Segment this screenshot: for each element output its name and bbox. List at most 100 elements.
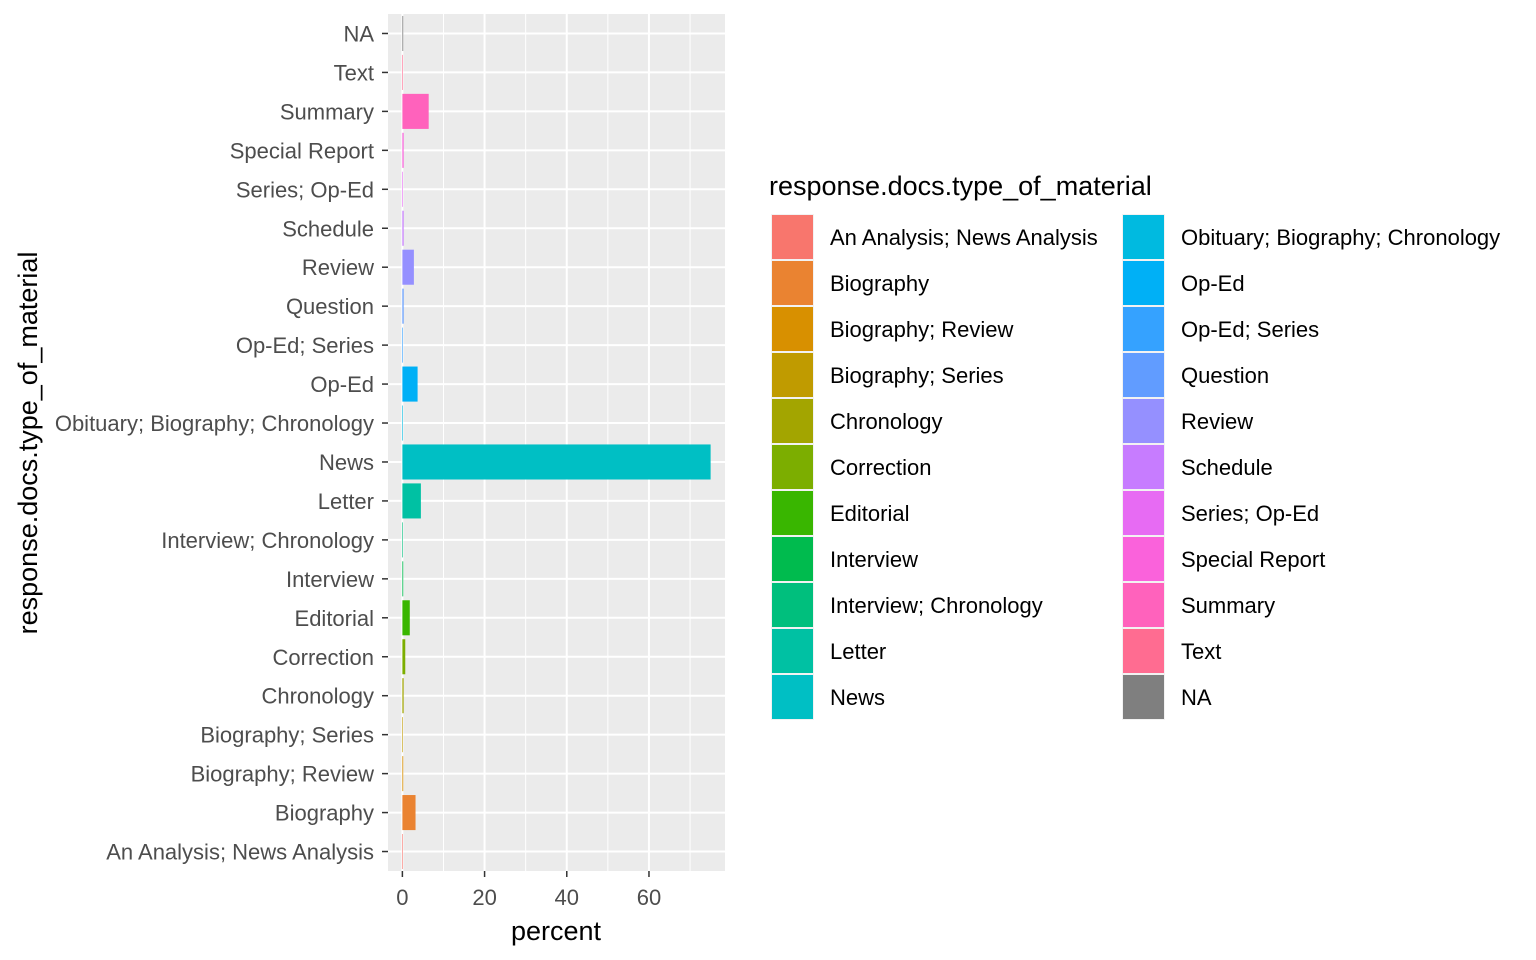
y-tick-label: Interview; Chronology bbox=[161, 528, 374, 553]
y-tick-label: Review bbox=[302, 255, 374, 280]
y-tick-label: Summary bbox=[280, 99, 374, 124]
legend-swatch-an-analysis-news-analysis bbox=[772, 215, 813, 259]
legend-label: Biography; Series bbox=[830, 363, 1004, 388]
legend-label: Summary bbox=[1181, 593, 1275, 618]
legend-swatch-correction bbox=[772, 445, 813, 489]
y-tick-label: Chronology bbox=[261, 684, 374, 709]
legend-label: Op-Ed; Series bbox=[1181, 317, 1319, 342]
bar-biography-review bbox=[402, 756, 404, 792]
y-tick-label: Editorial bbox=[295, 606, 374, 631]
legend-label: Obituary; Biography; Chronology bbox=[1181, 225, 1500, 250]
legend-label: Text bbox=[1181, 639, 1221, 664]
x-axis-title: percent bbox=[511, 916, 602, 946]
bar-schedule bbox=[402, 210, 404, 246]
legend-swatch-editorial bbox=[772, 491, 813, 535]
y-axis-title: response.docs.type_of_material bbox=[13, 252, 43, 635]
bar-question bbox=[402, 288, 404, 324]
bar-review bbox=[402, 249, 414, 285]
x-axis: 0 20 40 60 bbox=[396, 871, 661, 910]
legend-swatch-op-ed bbox=[1123, 261, 1164, 305]
legend-swatch-text bbox=[1123, 629, 1164, 673]
legend-swatch-series-op-ed bbox=[1123, 491, 1164, 535]
x-tick-label: 20 bbox=[472, 885, 496, 910]
legend-label: Series; Op-Ed bbox=[1181, 501, 1319, 526]
legend-label: Special Report bbox=[1181, 547, 1325, 572]
legend-label: Biography; Review bbox=[830, 317, 1014, 342]
legend-swatch-chronology bbox=[772, 399, 813, 443]
legend-swatch-interview bbox=[772, 537, 813, 581]
y-tick-label: Schedule bbox=[282, 216, 374, 241]
y-tick-label: NA bbox=[343, 21, 374, 46]
legend-swatch-review bbox=[1123, 399, 1164, 443]
bar-letter bbox=[402, 483, 421, 519]
legend-label: NA bbox=[1181, 685, 1212, 710]
x-tick-label: 40 bbox=[555, 885, 579, 910]
bar-editorial bbox=[402, 600, 410, 636]
legend-swatch-op-ed-series bbox=[1123, 307, 1164, 351]
bar-op-ed-series bbox=[402, 327, 403, 363]
legend-label: Editorial bbox=[830, 501, 909, 526]
legend-title: response.docs.type_of_material bbox=[769, 171, 1152, 201]
y-tick-label: Correction bbox=[273, 645, 374, 670]
bar-op-ed bbox=[402, 366, 418, 402]
bars bbox=[402, 15, 711, 870]
legend-swatch-letter bbox=[772, 629, 813, 673]
legend-label: Review bbox=[1181, 409, 1253, 434]
legend-label: Op-Ed bbox=[1181, 271, 1245, 296]
y-tick-label: An Analysis; News Analysis bbox=[106, 840, 374, 865]
bar-an-analysis-news-analysis bbox=[402, 833, 403, 870]
bar-na bbox=[402, 15, 404, 52]
legend-label: Schedule bbox=[1181, 455, 1273, 480]
legend-swatch-obituary-biography-chronology bbox=[1123, 215, 1164, 259]
y-tick-label: Question bbox=[286, 294, 374, 319]
legend-label: Interview bbox=[830, 547, 918, 572]
grid-minor bbox=[442, 14, 691, 871]
bar-interview-chronology bbox=[402, 522, 403, 558]
legend-label: News bbox=[830, 685, 885, 710]
x-tick-label: 0 bbox=[396, 885, 408, 910]
y-tick-label: Special Report bbox=[230, 138, 374, 163]
legend-label: Question bbox=[1181, 363, 1269, 388]
bar-chronology bbox=[402, 678, 404, 714]
bar-interview bbox=[402, 561, 404, 597]
y-tick-label: Biography; Series bbox=[200, 723, 374, 748]
legend-swatch-biography-series bbox=[772, 353, 813, 397]
legend-label: Correction bbox=[830, 455, 931, 480]
y-tick-label: Series; Op-Ed bbox=[236, 177, 374, 202]
legend-swatch-na bbox=[1123, 675, 1164, 719]
legend-swatch-interview-chronology bbox=[772, 583, 813, 627]
y-tick-label: Biography; Review bbox=[191, 762, 375, 787]
legend-swatch-question bbox=[1123, 353, 1164, 397]
bar-series-op-ed bbox=[402, 171, 403, 207]
bar-text bbox=[402, 54, 403, 90]
legend-swatch-schedule bbox=[1123, 445, 1164, 489]
y-tick-label: News bbox=[319, 450, 374, 475]
legend-swatch-biography-review bbox=[772, 307, 813, 351]
legend-swatch-news bbox=[772, 675, 813, 719]
legend-swatch-summary bbox=[1123, 583, 1164, 627]
bar-biography bbox=[402, 795, 416, 831]
y-tick-label: Interview bbox=[286, 567, 374, 592]
y-tick-label: Obituary; Biography; Chronology bbox=[55, 411, 374, 436]
legend-swatch-special-report bbox=[1123, 537, 1164, 581]
grid-major bbox=[388, 14, 725, 871]
y-tick-label: Biography bbox=[275, 801, 374, 826]
legend-label: Letter bbox=[830, 639, 886, 664]
y-tick-label: Letter bbox=[318, 489, 374, 514]
legend: An Analysis; News Analysis Biography Biogr… bbox=[771, 214, 1500, 720]
legend-swatch-biography bbox=[772, 261, 813, 305]
bar-news bbox=[402, 444, 711, 480]
x-tick-label: 60 bbox=[637, 885, 661, 910]
bar-obituary-biography-chronology bbox=[402, 405, 403, 441]
legend-label: An Analysis; News Analysis bbox=[830, 225, 1098, 250]
bar-biography-series bbox=[402, 717, 403, 753]
bar-summary bbox=[402, 93, 429, 129]
bar-special-report bbox=[402, 132, 404, 168]
legend-label: Chronology bbox=[830, 409, 943, 434]
y-tick-label: Text bbox=[334, 60, 374, 85]
y-axis: An Analysis; News Analysis Biography Biogr… bbox=[55, 21, 388, 865]
plot-panel bbox=[388, 14, 725, 871]
y-tick-label: Op-Ed bbox=[310, 372, 374, 397]
legend-label: Interview; Chronology bbox=[830, 593, 1043, 618]
